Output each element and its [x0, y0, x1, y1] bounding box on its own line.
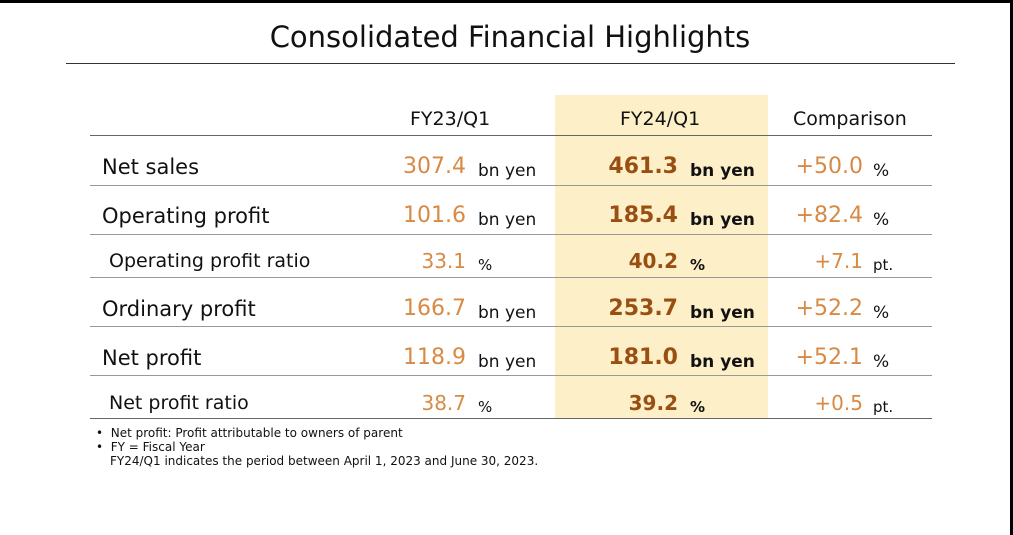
net-profit-curr-unit: bn yen: [690, 352, 755, 372]
net-sales-comparison-unit: %: [873, 161, 890, 181]
net-profit-comparison-unit: %: [873, 352, 890, 372]
slide-top-border: [0, 0, 1013, 3]
bullet-icon: •: [96, 440, 104, 454]
row-label-ordinary-profit: Ordinary profit: [102, 297, 256, 321]
footnotes: • Net profit: Profit attributable to own…: [96, 426, 538, 468]
operating-profit-prev-value: 101.6: [403, 203, 466, 228]
footnote-item: • Net profit: Profit attributable to own…: [96, 426, 538, 440]
net-profit-ratio-prev-unit: %: [478, 398, 493, 416]
net-profit-ratio-comparison-unit: pt.: [873, 398, 894, 416]
row-label-operating-profit-ratio: Operating profit ratio: [109, 250, 311, 272]
column-header-prev: FY23/Q1: [410, 108, 491, 130]
net-profit-ratio-curr-unit: %: [690, 398, 706, 416]
operating-profit-ratio-comparison-value: +7.1: [814, 249, 863, 273]
row-divider: [90, 234, 932, 235]
operating-profit-curr-value: 185.4: [608, 203, 678, 228]
column-header-comparison: Comparison: [793, 108, 907, 130]
net-profit-ratio-curr-value: 39.2: [628, 391, 678, 415]
net-profit-curr-value: 181.0: [608, 345, 678, 370]
footnote-text: FY24/Q1 indicates the period between Apr…: [110, 454, 539, 468]
operating-profit-ratio-comparison-unit: pt.: [873, 256, 894, 274]
operating-profit-ratio-prev-unit: %: [478, 256, 493, 274]
ordinary-profit-prev-unit: bn yen: [478, 303, 537, 323]
ordinary-profit-prev-value: 166.7: [403, 296, 466, 321]
ordinary-profit-comparison-value: +52.2: [795, 296, 863, 321]
net-sales-prev-value: 307.4: [403, 154, 466, 179]
ordinary-profit-comparison-unit: %: [873, 303, 890, 323]
ordinary-profit-curr-unit: bn yen: [690, 303, 755, 323]
footnote-item: • FY = Fiscal Year: [96, 440, 538, 454]
title-divider: [66, 63, 955, 64]
operating-profit-comparison-unit: %: [873, 210, 890, 230]
header-divider: [90, 135, 932, 136]
bullet-icon: •: [96, 426, 104, 440]
footnote-text: FY = Fiscal Year: [110, 440, 205, 454]
row-divider: [90, 375, 932, 376]
footnote-text: Net profit: Profit attributable to owner…: [110, 426, 403, 440]
footnote-item: FY24/Q1 indicates the period between Apr…: [96, 454, 538, 468]
net-sales-prev-unit: bn yen: [478, 161, 537, 181]
operating-profit-ratio-prev-value: 33.1: [421, 249, 466, 273]
row-divider: [90, 277, 932, 278]
operating-profit-comparison-value: +82.4: [795, 203, 863, 228]
table-bottom-divider: [90, 418, 932, 419]
operating-profit-ratio-curr-unit: %: [690, 256, 706, 274]
row-label-net-sales: Net sales: [102, 155, 200, 179]
net-profit-prev-value: 118.9: [403, 345, 466, 370]
operating-profit-prev-unit: bn yen: [478, 210, 537, 230]
row-label-net-profit: Net profit: [102, 346, 202, 370]
operating-profit-curr-unit: bn yen: [690, 210, 755, 230]
column-header-curr: FY24/Q1: [620, 108, 701, 130]
net-sales-curr-unit: bn yen: [690, 161, 755, 181]
operating-profit-ratio-curr-value: 40.2: [628, 249, 678, 273]
current-period-highlight: [555, 95, 768, 418]
ordinary-profit-curr-value: 253.7: [608, 296, 678, 321]
row-label-operating-profit: Operating profit: [102, 204, 270, 228]
row-divider: [90, 326, 932, 327]
net-profit-ratio-comparison-value: +0.5: [814, 391, 863, 415]
row-divider: [90, 185, 932, 186]
net-sales-comparison-value: +50.0: [795, 154, 863, 179]
net-profit-comparison-value: +52.1: [795, 345, 863, 370]
page-title: Consolidated Financial Highlights: [269, 20, 751, 54]
slide-right-border: [1010, 0, 1013, 535]
net-profit-prev-unit: bn yen: [478, 352, 537, 372]
row-label-net-profit-ratio: Net profit ratio: [109, 392, 249, 414]
net-sales-curr-value: 461.3: [608, 154, 678, 179]
net-profit-ratio-prev-value: 38.7: [421, 391, 466, 415]
